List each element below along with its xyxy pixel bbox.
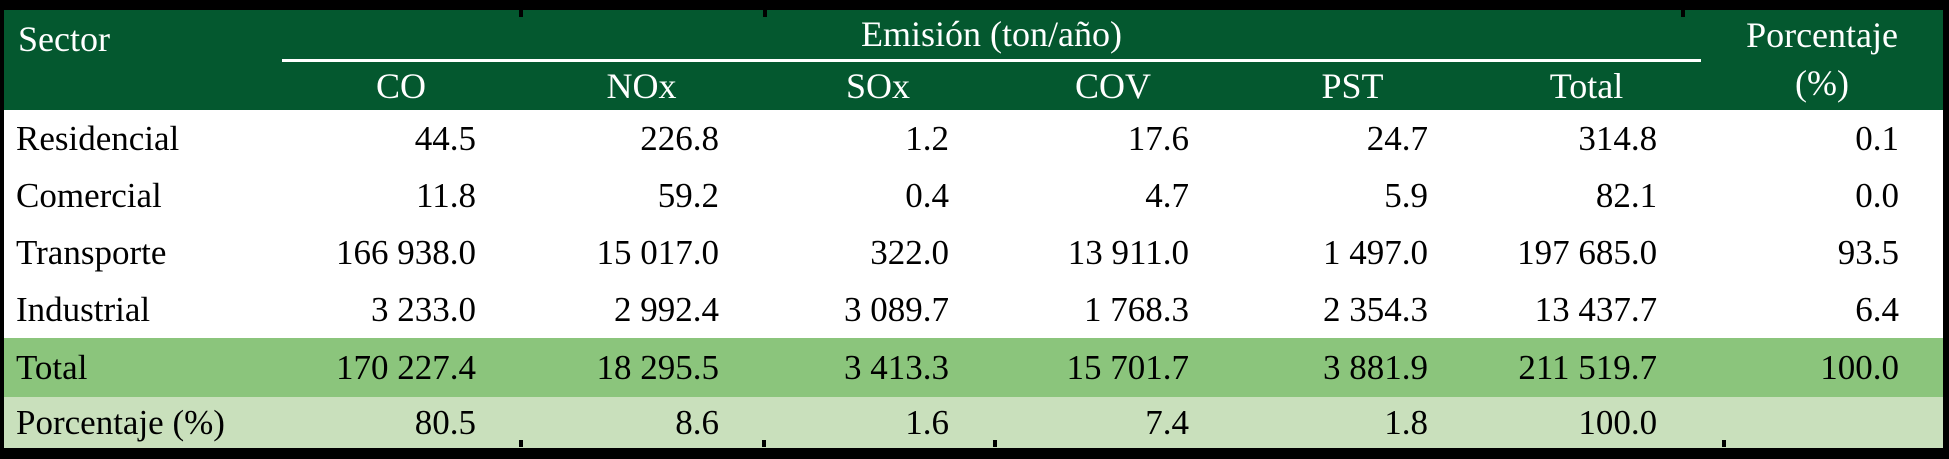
- column-header-sox: SOx: [763, 60, 993, 110]
- cell-cov: 13 911.0: [1067, 232, 1189, 272]
- column-header-porcentaje: Porcentaje (%): [1701, 10, 1943, 110]
- column-group-header-emission: Emisión (ton/año): [282, 10, 1702, 62]
- cell-sox: 3 413.3: [844, 347, 949, 387]
- cell-pst: 1 497.0: [1323, 232, 1428, 272]
- column-header-total: Total: [1472, 60, 1702, 110]
- cell-sox: 3 089.7: [844, 289, 949, 329]
- bottom-border-tick: [993, 440, 997, 447]
- cell-porcentaje: 0.1: [1855, 118, 1899, 158]
- row-label: Total: [16, 347, 88, 387]
- cell-cov: 1 768.3: [1084, 289, 1189, 329]
- cell-nox: 15 017.0: [596, 232, 720, 272]
- cell-pst: 24.7: [1366, 118, 1428, 158]
- table-body: Residencial 44.5 226.8 1.2 17.6 24.7 314…: [4, 110, 1943, 448]
- porcentaje-header-line2: (%): [1795, 63, 1850, 103]
- cell-sox: 1.6: [905, 402, 949, 442]
- row-label: Porcentaje (%): [16, 402, 225, 442]
- cell-co: 11.8: [416, 175, 476, 215]
- cell-cov: 7.4: [1145, 402, 1189, 442]
- cell-co: 170 227.4: [336, 347, 476, 387]
- cell-sox: 0.4: [905, 175, 949, 215]
- cell-nox: 18 295.5: [596, 347, 720, 387]
- cell-pst: 1.8: [1384, 402, 1428, 442]
- cell-total: 314.8: [1578, 118, 1658, 158]
- cell-porcentaje: [1701, 397, 1943, 448]
- cell-total: 100.0: [1578, 402, 1658, 442]
- cell-nox: 226.8: [640, 118, 719, 158]
- top-border-tick: [519, 10, 523, 17]
- bottom-border-tick: [762, 440, 766, 447]
- cell-total: 82.1: [1595, 175, 1658, 215]
- cell-sox: 322.0: [870, 232, 949, 272]
- top-border-tick: [1681, 10, 1685, 17]
- cell-porcentaje: 0.0: [1855, 175, 1899, 215]
- cell-nox: 2 992.4: [614, 289, 719, 329]
- table-row-transporte: Transporte 166 938.0 15 017.0 322.0 13 9…: [4, 224, 1943, 281]
- porcentaje-header-line1: Porcentaje: [1746, 15, 1898, 56]
- cell-pst: 5.9: [1384, 175, 1428, 215]
- row-label: Comercial: [16, 175, 162, 215]
- bottom-border-tick: [1722, 440, 1726, 447]
- cell-total: 211 519.7: [1518, 347, 1658, 387]
- cell-cov: 17.6: [1127, 118, 1189, 158]
- cell-pst: 2 354.3: [1323, 289, 1428, 329]
- cell-total: 13 437.7: [1534, 289, 1658, 329]
- cell-porcentaje: 100.0: [1820, 347, 1899, 387]
- table-row-industrial: Industrial 3 233.0 2 992.4 3 089.7 1 768…: [4, 281, 1943, 338]
- top-border-tick: [763, 10, 767, 17]
- cell-co: 44.5: [414, 118, 476, 158]
- bottom-border-tick: [519, 440, 523, 447]
- cell-nox: 59.2: [657, 175, 719, 215]
- cell-nox: 8.6: [675, 402, 719, 442]
- cell-cov: 4.7: [1145, 175, 1189, 215]
- table-row-residencial: Residencial 44.5 226.8 1.2 17.6 24.7 314…: [4, 110, 1943, 167]
- cell-porcentaje: 6.4: [1855, 289, 1899, 329]
- cell-pst: 3 881.9: [1323, 347, 1428, 387]
- column-header-sector: Sector: [4, 10, 282, 110]
- column-header-cov: COV: [993, 60, 1233, 110]
- cell-co: 3 233.0: [371, 289, 476, 329]
- table-row-porcentaje: Porcentaje (%) 80.5 8.6 1.6 7.4 1.8 100.…: [4, 397, 1943, 448]
- column-header-co: CO: [282, 60, 520, 110]
- column-header-pst: PST: [1233, 60, 1472, 110]
- row-label: Residencial: [16, 118, 180, 158]
- row-label: Transporte: [16, 232, 167, 272]
- column-header-nox: NOx: [520, 60, 763, 110]
- table-row-total: Total 170 227.4 18 295.5 3 413.3 15 701.…: [4, 338, 1943, 397]
- row-label: Industrial: [16, 289, 151, 329]
- cell-cov: 15 701.7: [1066, 347, 1190, 387]
- table-header: Sector Emisión (ton/año) Porcentaje (%) …: [4, 10, 1943, 110]
- emissions-table: Sector Emisión (ton/año) Porcentaje (%) …: [4, 10, 1943, 448]
- cell-co: 166 938.0: [336, 232, 476, 272]
- cell-porcentaje: 93.5: [1837, 232, 1899, 272]
- cell-sox: 1.2: [905, 118, 949, 158]
- cell-co: 80.5: [414, 402, 476, 442]
- cell-total: 197 685.0: [1517, 232, 1658, 272]
- table-row-comercial: Comercial 11.8 59.2 0.4 4.7 5.9 82.1 0.0: [4, 167, 1943, 224]
